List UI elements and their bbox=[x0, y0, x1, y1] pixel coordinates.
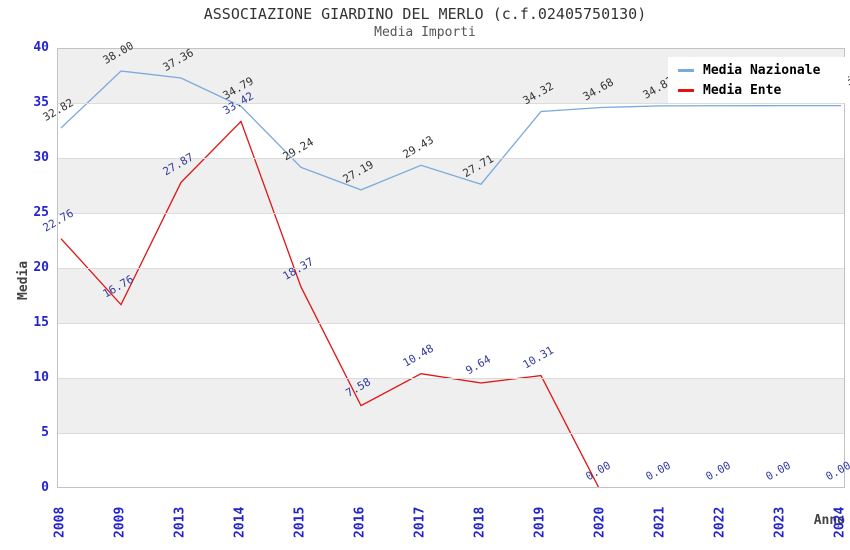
x-tick-label: 2021 bbox=[652, 506, 668, 538]
y-tick-label: 15 bbox=[33, 315, 49, 330]
x-tick-label: 2014 bbox=[232, 506, 248, 538]
y-tick-label: 30 bbox=[33, 150, 49, 165]
legend-label: Media Nazionale bbox=[703, 62, 821, 78]
gridline bbox=[58, 323, 844, 324]
x-tick-label: 2013 bbox=[172, 506, 188, 538]
legend: Media Nazionale Media Ente bbox=[668, 57, 848, 103]
chart-subtitle: Media Importi bbox=[374, 25, 476, 40]
plot-area bbox=[57, 48, 845, 488]
legend-item: Media Nazionale bbox=[678, 63, 840, 78]
x-tick-label: 2015 bbox=[292, 506, 308, 538]
legend-swatch-icon bbox=[678, 88, 694, 92]
gridline bbox=[58, 158, 844, 159]
x-tick-label: 2024 bbox=[832, 506, 848, 538]
y-tick-label: 35 bbox=[33, 95, 49, 110]
legend-label: Media Ente bbox=[703, 82, 782, 98]
series-line-media-nazionale bbox=[60, 70, 841, 191]
x-tick-label: 2017 bbox=[412, 506, 428, 538]
legend-item: Media Ente bbox=[678, 83, 840, 98]
y-tick-label: 20 bbox=[33, 260, 49, 275]
x-tick-label: 2009 bbox=[112, 506, 128, 538]
x-tick-label: 2008 bbox=[52, 506, 68, 538]
gridline bbox=[58, 103, 844, 104]
x-tick-label: 2023 bbox=[772, 506, 788, 538]
chart-title: ASSOCIAZIONE GIARDINO DEL MERLO (c.f.024… bbox=[203, 5, 647, 23]
legend-swatch-icon bbox=[678, 68, 694, 72]
y-tick-label: 10 bbox=[33, 370, 49, 385]
x-tick-label: 2016 bbox=[352, 506, 368, 538]
x-axis-title: Anno bbox=[813, 513, 845, 528]
x-tick-label: 2018 bbox=[472, 506, 488, 538]
x-tick-label: 2020 bbox=[592, 506, 608, 538]
x-tick-label: 2022 bbox=[712, 506, 728, 538]
gridline bbox=[58, 378, 844, 379]
x-tick-label: 2019 bbox=[532, 506, 548, 538]
gridline bbox=[58, 433, 844, 434]
y-tick-label: 5 bbox=[41, 425, 49, 440]
y-tick-label: 0 bbox=[41, 480, 49, 495]
gridline bbox=[58, 213, 844, 214]
y-tick-label: 40 bbox=[33, 40, 49, 55]
y-tick-label: 25 bbox=[33, 205, 49, 220]
gridline bbox=[58, 268, 844, 269]
